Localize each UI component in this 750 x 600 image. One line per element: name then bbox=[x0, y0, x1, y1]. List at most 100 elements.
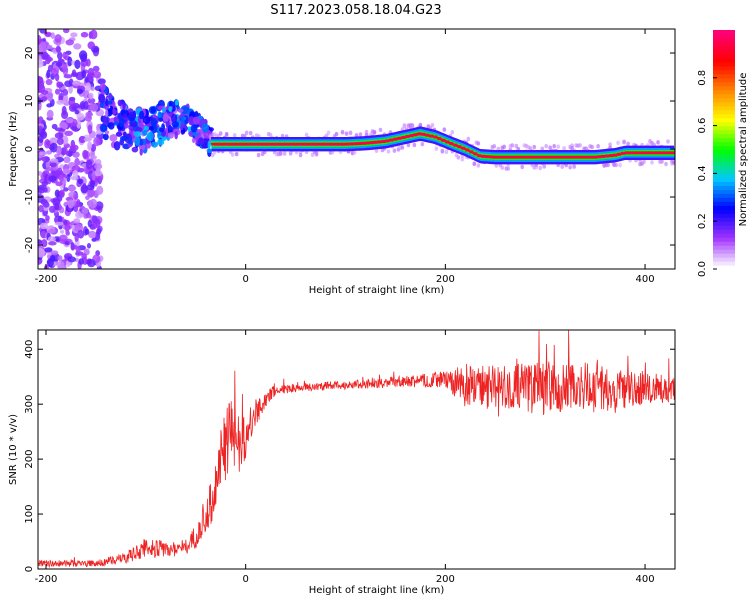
heatmap-cell bbox=[562, 146, 566, 151]
heatmap-cell bbox=[201, 123, 209, 133]
peak-point bbox=[313, 142, 318, 146]
peak-point bbox=[349, 142, 354, 146]
heatmap-cell bbox=[58, 92, 64, 102]
heatmap-cell bbox=[167, 124, 173, 135]
heatmap-cell bbox=[44, 138, 51, 149]
peak-point bbox=[229, 142, 234, 146]
peak-point bbox=[557, 155, 562, 159]
heatmap-cell bbox=[476, 141, 481, 146]
heatmap-cell bbox=[224, 131, 229, 137]
peak-point bbox=[581, 155, 586, 159]
heatmap-cell bbox=[38, 239, 42, 244]
heatmap-cell bbox=[38, 59, 44, 68]
heatmap-cell bbox=[74, 59, 81, 70]
heatmap-cell bbox=[502, 144, 507, 149]
peak-point bbox=[657, 151, 662, 155]
peak-point bbox=[461, 146, 466, 150]
heatmap-cell bbox=[40, 96, 48, 102]
peak-point bbox=[525, 155, 530, 159]
bottom-ytick-label: 0 bbox=[24, 566, 35, 572]
heatmap-cell bbox=[73, 43, 82, 50]
heatmap-cell bbox=[138, 139, 144, 146]
peak-point bbox=[617, 152, 622, 156]
heatmap-cell bbox=[304, 132, 309, 137]
heatmap-cell bbox=[206, 148, 213, 154]
heatmap-cell bbox=[494, 163, 499, 168]
colorbar-segment bbox=[713, 121, 735, 127]
heatmap-cell bbox=[38, 204, 44, 213]
heatmap-cell bbox=[310, 152, 315, 157]
heatmap-cell bbox=[59, 121, 67, 129]
colorbar-segment bbox=[713, 237, 735, 242]
peak-point bbox=[537, 155, 542, 159]
heatmap-cell bbox=[65, 39, 75, 46]
heatmap-cell bbox=[42, 201, 50, 208]
heatmap-cell bbox=[406, 142, 411, 148]
heatmap-cell bbox=[45, 150, 53, 155]
heatmap-cell bbox=[47, 229, 57, 234]
heatmap-cell bbox=[168, 106, 173, 112]
heatmap-cell bbox=[46, 109, 54, 119]
heatmap-cell bbox=[568, 165, 572, 170]
heatmap-cell bbox=[548, 145, 552, 150]
heatmap-cell bbox=[402, 123, 407, 129]
peak-point bbox=[673, 151, 675, 155]
peak-point bbox=[357, 142, 362, 146]
heatmap-cell bbox=[118, 118, 125, 128]
heatmap-cell bbox=[90, 86, 95, 92]
heatmap-cell bbox=[49, 142, 58, 153]
heatmap-cell bbox=[378, 127, 383, 133]
colorbar-segment bbox=[713, 245, 735, 250]
heatmap-cell bbox=[87, 258, 96, 268]
peak-point bbox=[289, 142, 294, 146]
colorbar-segment bbox=[713, 61, 735, 67]
bottom-ytick-label: 300 bbox=[24, 395, 35, 414]
heatmap-cell bbox=[192, 116, 201, 125]
peak-point bbox=[437, 137, 442, 141]
peak-point bbox=[237, 142, 242, 146]
heatmap-cell bbox=[85, 82, 92, 93]
heatmap-cell bbox=[91, 170, 96, 181]
colorbar-tick-label: 0.6 bbox=[697, 118, 708, 134]
peak-point bbox=[549, 155, 554, 159]
colorbar-segment bbox=[713, 125, 735, 131]
peak-point bbox=[577, 155, 582, 159]
peak-point bbox=[529, 155, 534, 159]
heatmap-cell bbox=[552, 144, 556, 149]
heatmap-cell bbox=[572, 164, 576, 169]
heatmap-cell bbox=[63, 187, 69, 192]
peak-point bbox=[397, 136, 402, 140]
heatmap-cell bbox=[39, 41, 47, 50]
colorbar-segment bbox=[713, 209, 735, 214]
heatmap-cell bbox=[109, 134, 118, 142]
heatmap-cell bbox=[55, 61, 63, 67]
peak-point bbox=[629, 151, 634, 155]
heatmap-cell bbox=[67, 185, 77, 192]
heatmap-cell bbox=[87, 97, 96, 104]
peak-point bbox=[377, 140, 382, 144]
peak-point bbox=[489, 155, 494, 159]
heatmap-cell bbox=[74, 157, 80, 166]
peak-point bbox=[305, 142, 310, 146]
peak-point bbox=[241, 142, 246, 146]
heatmap-cell bbox=[642, 159, 646, 165]
colorbar-segment bbox=[713, 57, 735, 63]
top-ytick-label: 10 bbox=[24, 95, 35, 108]
heatmap-cell bbox=[440, 148, 445, 153]
peak-point bbox=[605, 154, 610, 158]
heatmap-cell bbox=[64, 130, 74, 136]
peak-point bbox=[369, 141, 374, 145]
peak-point bbox=[509, 155, 514, 159]
heatmap-cell bbox=[334, 131, 339, 137]
heatmap-cell bbox=[89, 198, 98, 209]
colorbar-segment bbox=[713, 213, 735, 218]
colorbar-segment bbox=[713, 117, 735, 123]
heatmap-cell bbox=[95, 166, 101, 176]
heatmap-cell bbox=[129, 117, 135, 122]
heatmap-cell bbox=[520, 164, 525, 170]
heatmap-cell bbox=[130, 121, 138, 128]
heatmap-cell bbox=[63, 156, 71, 164]
peak-point bbox=[661, 151, 666, 155]
heatmap-cell bbox=[218, 131, 223, 136]
